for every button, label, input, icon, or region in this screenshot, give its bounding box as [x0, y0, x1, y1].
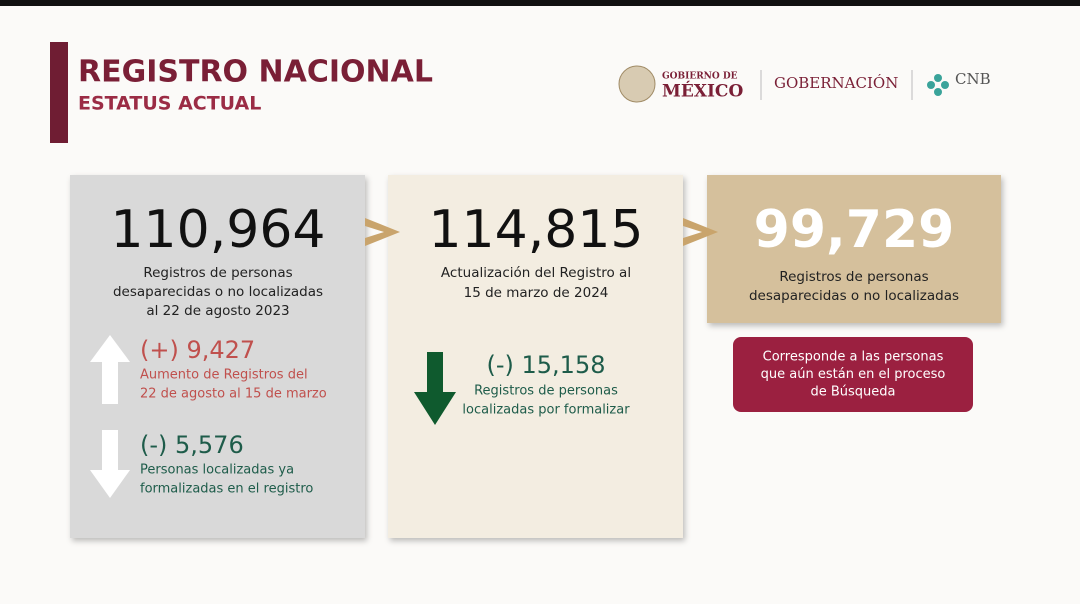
card-number: 114,815 — [428, 200, 643, 260]
text-line: Registros de personas — [474, 384, 618, 399]
text-line: localizadas por formalizar — [462, 403, 630, 418]
card-number: 110,964 — [110, 200, 325, 260]
text-line: 22 de agosto al 15 de marzo — [140, 387, 327, 402]
text-line: formalizadas en el registro — [140, 482, 313, 497]
text-line: Actualización del Registro al — [441, 265, 631, 281]
title-bar — [50, 42, 68, 143]
chevron — [365, 218, 400, 246]
top-border — [0, 0, 1080, 6]
change-description: Registros de personas localizadas por for… — [462, 384, 630, 418]
change-number: (-) 5,576 — [140, 431, 244, 459]
logo-text: GOBIERNO DE — [662, 72, 738, 82]
text-line: de Búsqueda — [810, 385, 895, 400]
down-arrow — [90, 430, 130, 498]
card-description: Actualización del Registro al 15 de marzo… — [441, 265, 631, 301]
text-line: Registros de personas — [143, 265, 292, 281]
title: REGISTRO NACIONAL — [78, 55, 433, 90]
card-description: Registros de personas desaparecidas o no … — [113, 265, 323, 319]
change-number: (+) 9,427 — [140, 336, 255, 364]
logo-text: GOBERNACIÓN — [774, 74, 898, 92]
text-line: 15 de marzo de 2024 — [464, 285, 609, 301]
text-line: Corresponde a las personas — [763, 350, 944, 365]
card-number: 99,729 — [754, 200, 955, 260]
text-line: Aumento de Registros del — [140, 368, 308, 383]
text-line: al 22 de agosto 2023 — [146, 303, 289, 319]
subtitle: ESTATUS ACTUAL — [78, 93, 261, 115]
card — [707, 175, 1001, 323]
logo-text: MÉXICO — [662, 81, 743, 102]
chevron — [683, 218, 718, 246]
change-description: Personas localizadas ya formalizadas en e… — [140, 463, 313, 497]
cnb-icon — [927, 74, 949, 96]
text-line: Registros de personas — [779, 269, 928, 285]
change-description: Aumento de Registros del 22 de agosto al … — [140, 368, 327, 402]
text-line: desaparecidas o no localizadas — [749, 288, 959, 304]
text-line: que aún están en el proceso — [761, 367, 946, 382]
change-number: (-) 15,158 — [487, 351, 606, 379]
up-arrow — [90, 335, 130, 404]
note-box — [733, 337, 973, 412]
down-arrow — [414, 352, 456, 425]
text-line: desaparecidas o no localizadas — [113, 284, 323, 300]
logo-text: CNB — [955, 70, 991, 88]
note-text: Corresponde a las personas que aún están … — [761, 350, 946, 400]
card-description: Registros de personas desaparecidas o no … — [749, 269, 959, 304]
text-line: Personas localizadas ya — [140, 463, 294, 478]
emblem — [618, 65, 656, 103]
